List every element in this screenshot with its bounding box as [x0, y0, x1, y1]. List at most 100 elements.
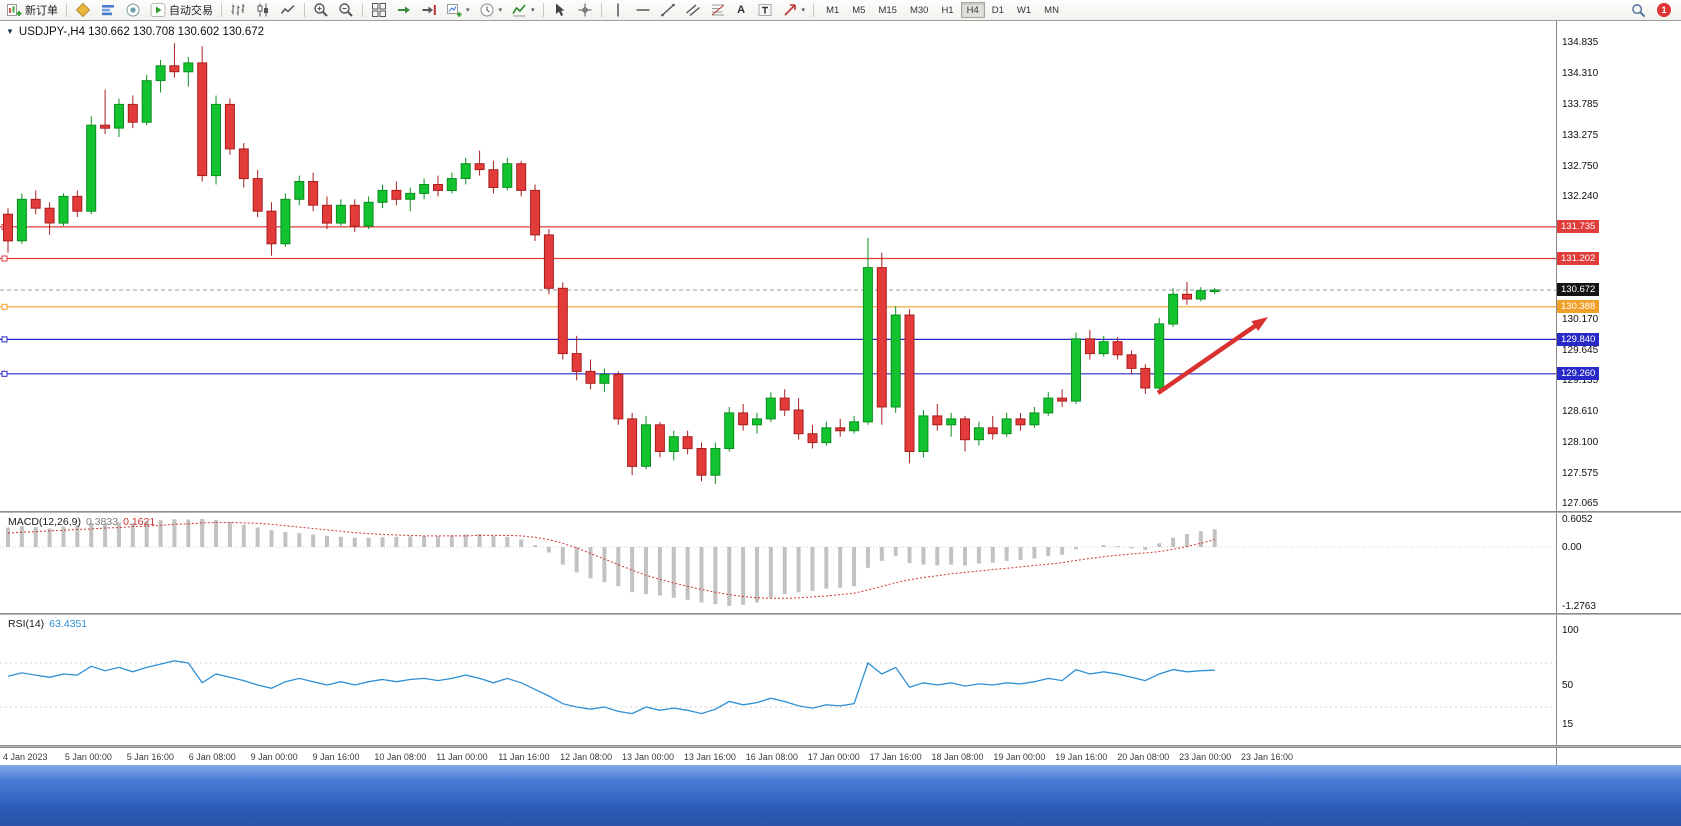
- one-click-trading-toggle[interactable]: ▼: [6, 27, 14, 36]
- candle: [696, 448, 707, 476]
- rsi-scale[interactable]: 100 50 15: [1556, 615, 1681, 745]
- candle: [641, 424, 651, 467]
- timeframe-M1[interactable]: M1: [820, 2, 845, 18]
- equidistant-channel-icon: [685, 2, 701, 18]
- toolbar-separator: [304, 3, 305, 17]
- candle: [571, 353, 582, 372]
- toolbar-right: 1: [1627, 1, 1679, 19]
- new-order-button[interactable]: 新订单: [2, 1, 62, 19]
- fibonacci-button[interactable]: [706, 1, 730, 19]
- timeframe-D1[interactable]: D1: [986, 2, 1010, 18]
- candle: [141, 80, 152, 123]
- candle: [86, 124, 97, 212]
- trendline-icon: [660, 2, 676, 18]
- panel-splitter[interactable]: [0, 511, 1681, 513]
- candle: [724, 412, 735, 449]
- candle: [627, 418, 638, 467]
- macd-scale[interactable]: 0.6052 0.00 -1.2763: [1556, 513, 1681, 613]
- auto-scroll-button[interactable]: [392, 1, 416, 19]
- candle: [377, 189, 388, 203]
- cursor-button[interactable]: [548, 1, 572, 19]
- text-label-icon: [757, 2, 773, 18]
- search-button[interactable]: [1627, 1, 1650, 19]
- mql5-button[interactable]: [71, 1, 95, 19]
- time-axis-label: 20 Jan 08:00: [1117, 752, 1170, 762]
- chart-ohlc-text: USDJPY-,H4 130.662 130.708 130.602 130.6…: [18, 26, 265, 38]
- toolbar-separator: [362, 3, 363, 17]
- vertical-line-icon: [610, 2, 626, 18]
- mql5-icon: [75, 2, 91, 18]
- candlestick-chart-button[interactable]: [251, 1, 275, 19]
- vertical-line-button[interactable]: [606, 1, 630, 19]
- candle: [391, 189, 402, 200]
- line-handle[interactable]: [1, 336, 8, 343]
- candlestick-chart-icon: [255, 2, 271, 18]
- indicators-button[interactable]: ▾: [507, 1, 539, 19]
- price-tick: 128.100: [1562, 436, 1599, 448]
- time-axis[interactable]: 4 Jan 2023 5 Jan 00:00 5 Jan 16:00 6 Jan 08…: [0, 747, 1681, 765]
- toolbar-separator: [813, 3, 815, 17]
- zoom-in-button[interactable]: [309, 1, 333, 19]
- arrows-button[interactable]: ▾: [778, 1, 810, 19]
- profiles-button[interactable]: ▾: [475, 1, 507, 19]
- candle: [474, 163, 485, 171]
- trend-arrow-head[interactable]: [1251, 317, 1268, 331]
- horizontal-line-button[interactable]: [631, 1, 655, 19]
- chart-shift-button[interactable]: [417, 1, 441, 19]
- timeframe-MN[interactable]: MN: [1038, 2, 1065, 18]
- chart-area[interactable]: ▼ USDJPY-,H4 130.662 130.708 130.602 130…: [0, 21, 1556, 511]
- panel-splitter[interactable]: [0, 745, 1681, 747]
- timeframe-M15[interactable]: M15: [872, 2, 902, 18]
- macd-signal-line: [7, 522, 1215, 599]
- price-tick: 132.750: [1562, 160, 1599, 172]
- tile-windows-button[interactable]: [367, 1, 391, 19]
- text-label-button[interactable]: [753, 1, 777, 19]
- equidistant-channel-button[interactable]: [681, 1, 705, 19]
- bar-chart-button[interactable]: [226, 1, 250, 19]
- price-tick: 130.170: [1562, 313, 1599, 325]
- zoom-out-button[interactable]: [334, 1, 358, 19]
- rsi-name: RSI(14): [8, 618, 45, 630]
- line-handle[interactable]: [1, 303, 8, 310]
- candle: [1195, 290, 1206, 300]
- crosshair-button[interactable]: [573, 1, 597, 19]
- text-button[interactable]: A: [731, 1, 752, 19]
- candle: [932, 415, 943, 426]
- price-tick: 129.645: [1562, 344, 1599, 356]
- candle: [1084, 338, 1095, 355]
- candle: [197, 62, 208, 177]
- candle: [1043, 397, 1054, 414]
- timeframe-W1[interactable]: W1: [1011, 2, 1037, 18]
- timeframe-M30[interactable]: M30: [904, 2, 934, 18]
- candle: [446, 178, 457, 192]
- zoom-in-icon: [313, 2, 329, 18]
- price-scale[interactable]: 134.835 134.310 133.785 133.275 132.750 132.2…: [1556, 21, 1681, 511]
- rsi-tick: 50: [1562, 680, 1574, 691]
- new-chart-button[interactable]: ▾: [442, 1, 474, 19]
- trend-arrow[interactable]: [1156, 320, 1263, 395]
- community-button[interactable]: [121, 1, 145, 19]
- candle: [44, 207, 55, 224]
- macd-area[interactable]: MACD(12,26,9) 0.3833 0.1621: [0, 513, 1556, 613]
- panel-splitter[interactable]: [0, 613, 1681, 615]
- time-axis-label: 17 Jan 00:00: [807, 752, 860, 762]
- line-handle[interactable]: [1, 255, 8, 262]
- candle: [308, 181, 319, 206]
- candle: [349, 204, 360, 227]
- candle: [821, 427, 832, 444]
- timeframe-H1[interactable]: H1: [935, 2, 959, 18]
- timeframe-H4[interactable]: H4: [960, 2, 985, 18]
- auto-trading-button[interactable]: 自动交易: [146, 1, 217, 19]
- candle: [960, 418, 970, 441]
- timeframe-M5[interactable]: M5: [846, 2, 871, 18]
- candle: [335, 204, 346, 224]
- search-icon: [1631, 3, 1646, 18]
- market-depth-button[interactable]: [96, 1, 120, 19]
- rsi-area[interactable]: RSI(14) 63.4351: [0, 615, 1556, 745]
- rsi-line: [7, 660, 1215, 715]
- candle: [1126, 354, 1137, 369]
- line-handle[interactable]: [1, 370, 8, 377]
- trendline-button[interactable]: [656, 1, 680, 19]
- line-chart-button[interactable]: [276, 1, 300, 19]
- notification-badge[interactable]: 1: [1657, 3, 1671, 17]
